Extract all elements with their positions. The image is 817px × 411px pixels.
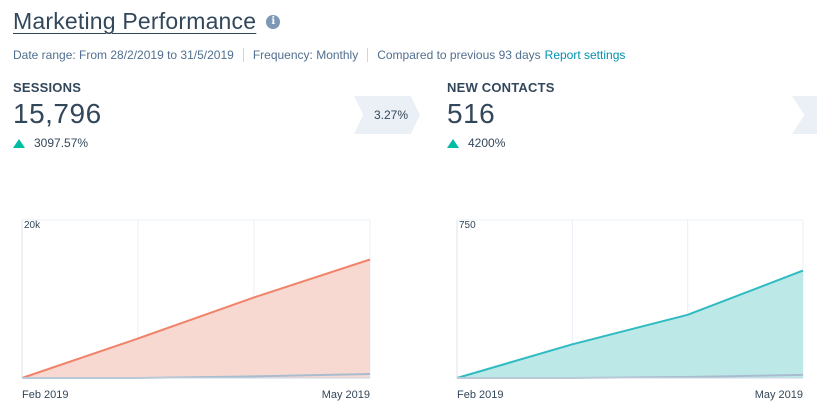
series-area [457,270,803,378]
kpi-change-value: 3097.57% [34,136,89,150]
kpi-change: 4200% [447,136,555,150]
date-range: Date range: From 28/2/2019 to 31/5/2019 [13,48,234,62]
series-line [21,258,371,379]
y-tick-label: 750 [459,220,476,231]
kpi-label: SESSIONS [13,80,82,95]
frequency: Frequency: Monthly [252,48,359,62]
y-tick-label: 20k [24,220,41,231]
kpi-change-value: 4200% [468,136,506,150]
report-settings-link[interactable]: Report settings [544,48,626,62]
kpi-change: 3097.57% [13,136,102,150]
kpi-sessions: SESSIONS 15,796 3097.57% [13,80,102,150]
x-tick-label: Feb 2019 [22,389,68,401]
report-meta: Date range: From 28/2/2019 to 31/5/2019 … [13,48,625,62]
trend-up-icon [13,138,25,148]
kpi-value: 516 [447,98,496,129]
kpi-value: 15,796 [13,98,102,129]
x-tick-label: May 2019 [322,389,370,401]
conversion-rate: 3.27% [373,108,409,122]
series-line [456,269,804,379]
divider [242,48,244,62]
x-tick-label: Feb 2019 [457,389,503,401]
kpi-label: NEW CONTACTS [447,80,555,95]
x-tick-label: May 2019 [755,389,803,401]
trend-up-icon [447,138,459,148]
sessions-chart: 20k Feb 2019 May 2019 [21,219,371,401]
comparison-period: Compared to previous 93 days [377,48,541,62]
title-row: Marketing Performance i [13,8,281,35]
page-title[interactable]: Marketing Performance [13,8,257,34]
conversion-rate-chevron: 3.27% [354,96,420,134]
next-stage-chevron [792,96,817,134]
kpi-new-contacts: NEW CONTACTS 516 4200% [447,80,555,150]
new-contacts-chart: 750 Feb 2019 May 2019 [456,219,804,401]
info-icon[interactable]: i [266,14,281,29]
divider [367,48,369,62]
